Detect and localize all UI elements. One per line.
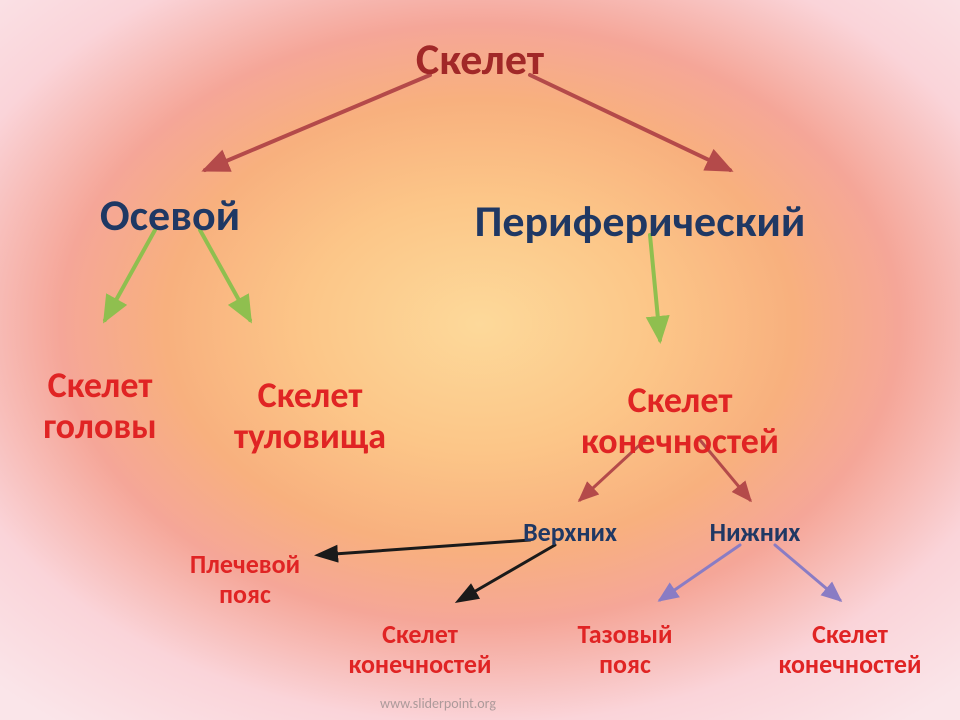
node-peripheral: Периферический <box>475 196 806 247</box>
arrow-8 <box>460 545 555 600</box>
arrow-10 <box>775 545 840 600</box>
node-limbs2: Скелет конечностей <box>349 620 492 680</box>
footer-credit: www.sliderpoint.org <box>380 695 496 712</box>
arrow-3 <box>200 230 250 320</box>
node-lower: Нижних <box>710 518 801 548</box>
arrow-2 <box>105 230 155 320</box>
node-axial: Осевой <box>100 190 240 241</box>
arrows-layer <box>0 0 960 720</box>
node-limbs: Скелет конечностей <box>581 380 779 463</box>
node-trunk: Скелет туловища <box>234 375 386 458</box>
node-limbs3: Скелет конечностей <box>779 620 922 680</box>
arrow-0 <box>205 75 430 170</box>
node-root: Скелет <box>416 34 544 85</box>
node-head: Скелет головы <box>43 365 157 448</box>
node-pelvic: Тазовый пояс <box>578 620 673 680</box>
node-shoulder: Плечевой пояс <box>190 550 300 610</box>
arrow-9 <box>660 545 740 600</box>
arrow-4 <box>650 235 660 340</box>
arrow-7 <box>320 540 530 555</box>
node-upper: Верхних <box>523 518 617 548</box>
arrow-1 <box>530 75 730 170</box>
